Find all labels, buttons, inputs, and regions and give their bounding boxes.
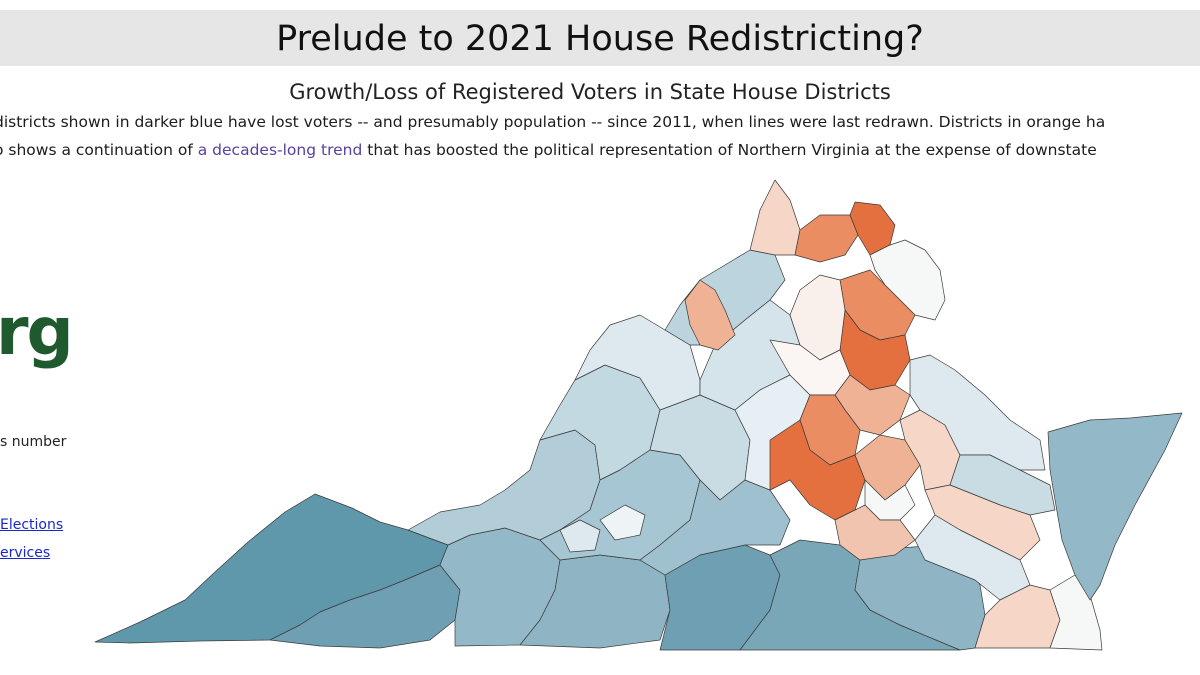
title-bar <box>0 10 1200 66</box>
district-southside-2[interactable] <box>974 584 1061 649</box>
district-central-2[interactable] <box>639 479 791 576</box>
decades-long-trend-link[interactable]: a decades-long trend <box>197 141 363 159</box>
description-line-1: districts shown in darker blue have lost… <box>0 113 1106 131</box>
description-line-2-start: o shows a continuation of <box>0 141 198 159</box>
district-louisa[interactable] <box>769 419 866 521</box>
district-fairfax-cluster[interactable] <box>869 239 946 321</box>
district-chesterfield[interactable] <box>834 504 916 561</box>
district-eastern-shore[interactable] <box>1047 412 1183 601</box>
district-loudoun-east[interactable] <box>849 201 896 256</box>
sidebar-text-fragment: s number <box>0 434 67 450</box>
district-northern-neck[interactable] <box>909 354 1046 471</box>
elections-link[interactable]: Elections <box>0 517 64 533</box>
description-line-2: o shows a continuation of a decades-long… <box>0 139 1200 161</box>
logo-fragment: rg <box>0 293 74 370</box>
page-title: Prelude to 2021 House Redistricting? <box>276 19 924 59</box>
district-lynchburg[interactable] <box>559 519 601 553</box>
services-link[interactable]: ervices <box>0 545 51 561</box>
district-frederick[interactable] <box>684 279 736 351</box>
page-subtitle: Growth/Loss of Registered Voters in Stat… <box>289 80 891 104</box>
district-north-tip-pale[interactable] <box>749 179 801 256</box>
description-line-2-end: that has boosted the political represent… <box>362 141 1097 159</box>
district-central-small[interactable] <box>599 504 646 541</box>
district-loudoun-west[interactable] <box>794 214 859 263</box>
